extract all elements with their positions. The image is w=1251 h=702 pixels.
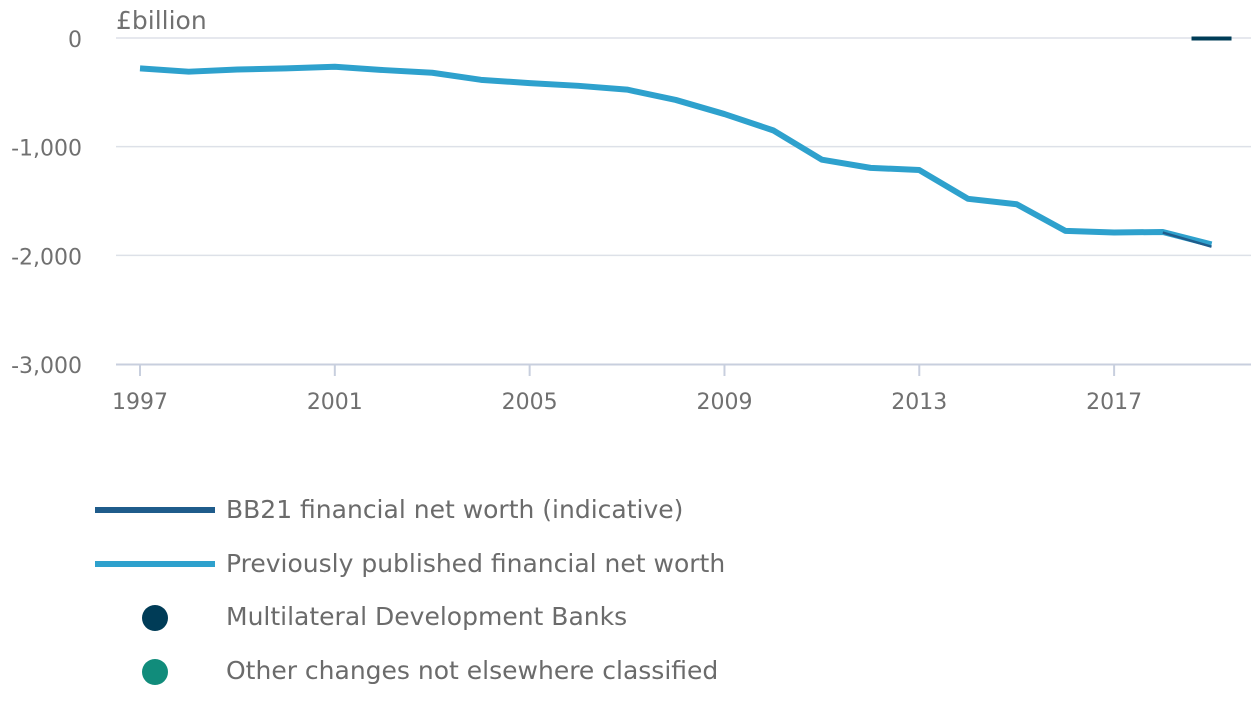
legend-label: Multilateral Development Banks xyxy=(226,599,627,635)
y-tick-label: -2,000 xyxy=(11,245,82,270)
legend-item-multilateral-banks[interactable]: Multilateral Development Banks xyxy=(95,595,1195,649)
series-line-previously-published xyxy=(140,67,1212,245)
legend-label: Other changes not elsewhere classified xyxy=(226,653,718,689)
x-tick-label: 2005 xyxy=(502,390,558,415)
x-axis-ticks: 1997 2001 2005 2009 2013 2017 xyxy=(112,364,1142,415)
y-tick-label: 0 xyxy=(68,28,82,53)
series-lines xyxy=(140,39,1232,247)
legend-item-previously-published[interactable]: Previously published financial net worth xyxy=(95,542,1195,596)
legend-swatch-line xyxy=(95,507,215,513)
x-tick-label: 2001 xyxy=(307,390,363,415)
y-tick-label: -3,000 xyxy=(11,354,82,379)
legend-item-bb21[interactable]: BB21 financial net worth (indicative) xyxy=(95,488,1195,542)
y-axis-ticks: 0 -1,000 -2,000 -3,000 xyxy=(11,28,82,379)
y-axis-unit-label: £billion xyxy=(116,6,207,35)
legend-label: Previously published financial net worth xyxy=(226,546,725,582)
legend: BB21 financial net worth (indicative) Pr… xyxy=(95,488,1195,702)
x-tick-label: 1997 xyxy=(112,390,168,415)
legend-swatch-dot xyxy=(142,659,168,685)
legend-swatch-line xyxy=(95,561,215,567)
x-tick-label: 2013 xyxy=(891,390,947,415)
x-tick-label: 2017 xyxy=(1086,390,1142,415)
legend-swatch-dot xyxy=(142,605,168,631)
legend-label: BB21 financial net worth (indicative) xyxy=(226,492,683,528)
y-tick-label: -1,000 xyxy=(11,137,82,162)
legend-item-other-changes[interactable]: Other changes not elsewhere classified xyxy=(95,649,1195,702)
line-chart: £billion 0 -1,000 -2,000 -3,000 1997 2001 200… xyxy=(0,0,1251,480)
x-tick-label: 2009 xyxy=(696,390,752,415)
